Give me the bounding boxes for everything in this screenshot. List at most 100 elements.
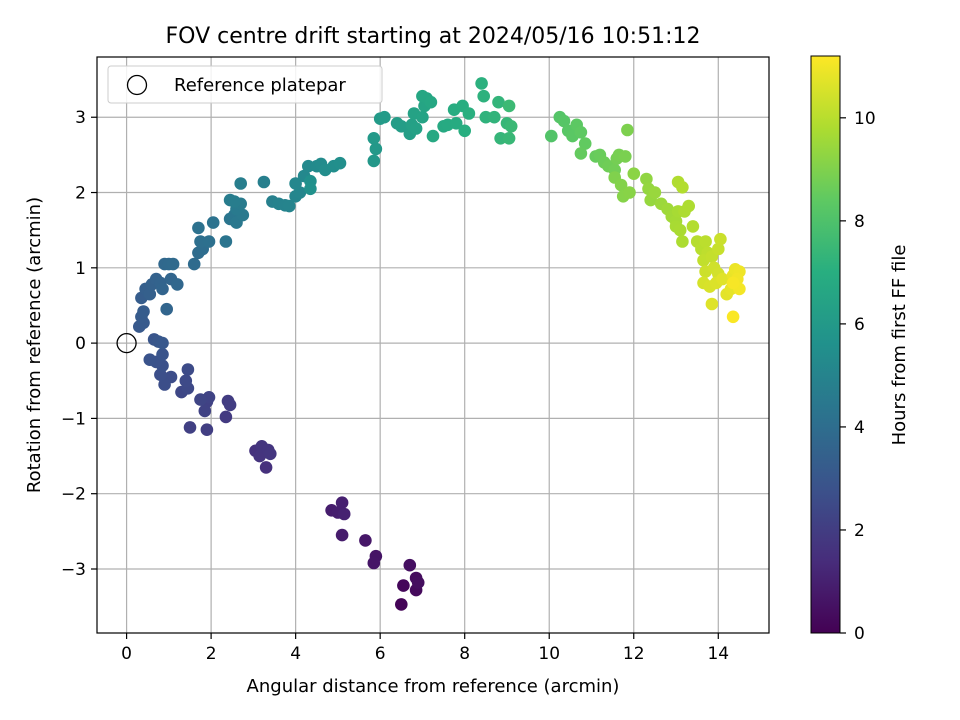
y-tick-label: 0 — [75, 334, 86, 354]
data-point — [183, 421, 197, 434]
data-point — [686, 220, 700, 233]
data-point — [712, 242, 725, 256]
data-point — [378, 110, 391, 124]
x-tick-label: 6 — [375, 644, 386, 664]
y-tick-label: 1 — [75, 259, 86, 279]
data-point — [181, 363, 195, 376]
data-point — [492, 95, 505, 109]
y-tick-label: −1 — [61, 409, 86, 429]
data-point — [179, 374, 193, 388]
chart-title: FOV centre drift starting at 2024/05/16 … — [166, 24, 701, 49]
x-tick-label: 4 — [290, 644, 301, 664]
grid-lines — [97, 57, 769, 633]
x-tick-label: 8 — [459, 644, 470, 664]
data-point — [627, 167, 641, 180]
data-point — [304, 182, 317, 196]
data-point — [335, 496, 349, 510]
data-point — [673, 223, 687, 237]
data-point — [676, 235, 689, 248]
data-point — [475, 77, 488, 90]
x-axis-label: Angular distance from reference (arcmin) — [247, 676, 620, 697]
y-tick-label: −3 — [61, 560, 86, 580]
data-point — [714, 232, 727, 246]
data-point — [158, 378, 171, 391]
data-point — [337, 507, 351, 521]
data-point — [409, 122, 423, 135]
data-point — [504, 120, 518, 133]
data-point — [416, 110, 429, 124]
colorbar-tick-label: 2 — [854, 521, 865, 541]
data-point — [458, 124, 472, 138]
x-tick-label: 14 — [707, 644, 729, 664]
data-point — [682, 199, 695, 213]
data-point — [502, 99, 516, 113]
data-point — [369, 142, 383, 156]
data-point — [648, 186, 662, 199]
x-tick-label: 10 — [538, 644, 560, 664]
y-tick-label: 3 — [75, 108, 86, 128]
data-points — [133, 77, 746, 611]
data-point — [219, 235, 233, 248]
data-point — [223, 398, 237, 412]
data-point — [367, 132, 381, 145]
data-point — [367, 556, 381, 570]
data-point — [335, 528, 349, 542]
colorbar: 0 2 4 6 8 10 Hours from first FF file — [810, 55, 910, 644]
data-point — [488, 110, 501, 124]
x-tick-label: 0 — [121, 644, 132, 664]
colorbar-tick-label: 8 — [854, 212, 865, 232]
data-point — [424, 95, 438, 109]
plot-frame — [96, 56, 770, 634]
data-point — [640, 172, 653, 186]
colorbar-tick-label: 0 — [854, 624, 865, 644]
data-point — [557, 114, 571, 128]
data-point — [259, 461, 273, 474]
data-point — [477, 89, 491, 103]
y-tick-label: −2 — [61, 485, 86, 505]
data-point — [194, 393, 207, 406]
data-point — [716, 272, 729, 286]
data-point — [367, 154, 381, 168]
data-point — [705, 297, 719, 311]
data-point — [206, 216, 220, 229]
colorbar-ticks: 0 2 4 6 8 10 — [840, 109, 876, 644]
data-point — [619, 150, 632, 163]
data-point — [395, 120, 408, 133]
data-point — [143, 287, 157, 301]
legend-entry-reference: Reference platepar — [174, 75, 346, 96]
x-axis-ticks: 0 2 4 6 8 10 12 14 — [121, 633, 729, 664]
data-point — [411, 576, 425, 589]
data-point — [166, 257, 180, 271]
data-point — [462, 107, 476, 120]
data-point — [156, 282, 169, 296]
data-point — [699, 235, 712, 248]
data-point — [200, 423, 214, 437]
data-point — [359, 534, 372, 547]
colorbar-gradient — [810, 55, 841, 634]
data-point — [574, 147, 588, 160]
data-point — [623, 186, 636, 199]
data-point — [676, 181, 689, 194]
data-point — [156, 348, 169, 361]
legend-box — [107, 65, 383, 104]
legend: Reference platepar — [107, 65, 383, 104]
data-point — [257, 175, 271, 189]
data-point — [726, 276, 740, 290]
reference-platepar-marker — [116, 332, 137, 354]
x-tick-label: 2 — [206, 644, 217, 664]
data-point — [426, 129, 440, 143]
y-tick-label: 2 — [75, 184, 86, 204]
colorbar-label: Hours from first FF file — [889, 245, 910, 446]
colorbar-tick-label: 6 — [854, 315, 865, 335]
colorbar-tick-label: 4 — [854, 418, 865, 438]
data-point — [198, 404, 212, 418]
data-point — [156, 336, 169, 350]
data-point — [578, 137, 592, 150]
data-point — [403, 558, 417, 572]
y-axis-ticks: −3 −2 −1 0 1 2 3 — [61, 108, 97, 580]
data-point — [219, 410, 233, 424]
data-point — [234, 177, 247, 190]
data-point — [545, 129, 558, 143]
data-point — [283, 199, 296, 213]
